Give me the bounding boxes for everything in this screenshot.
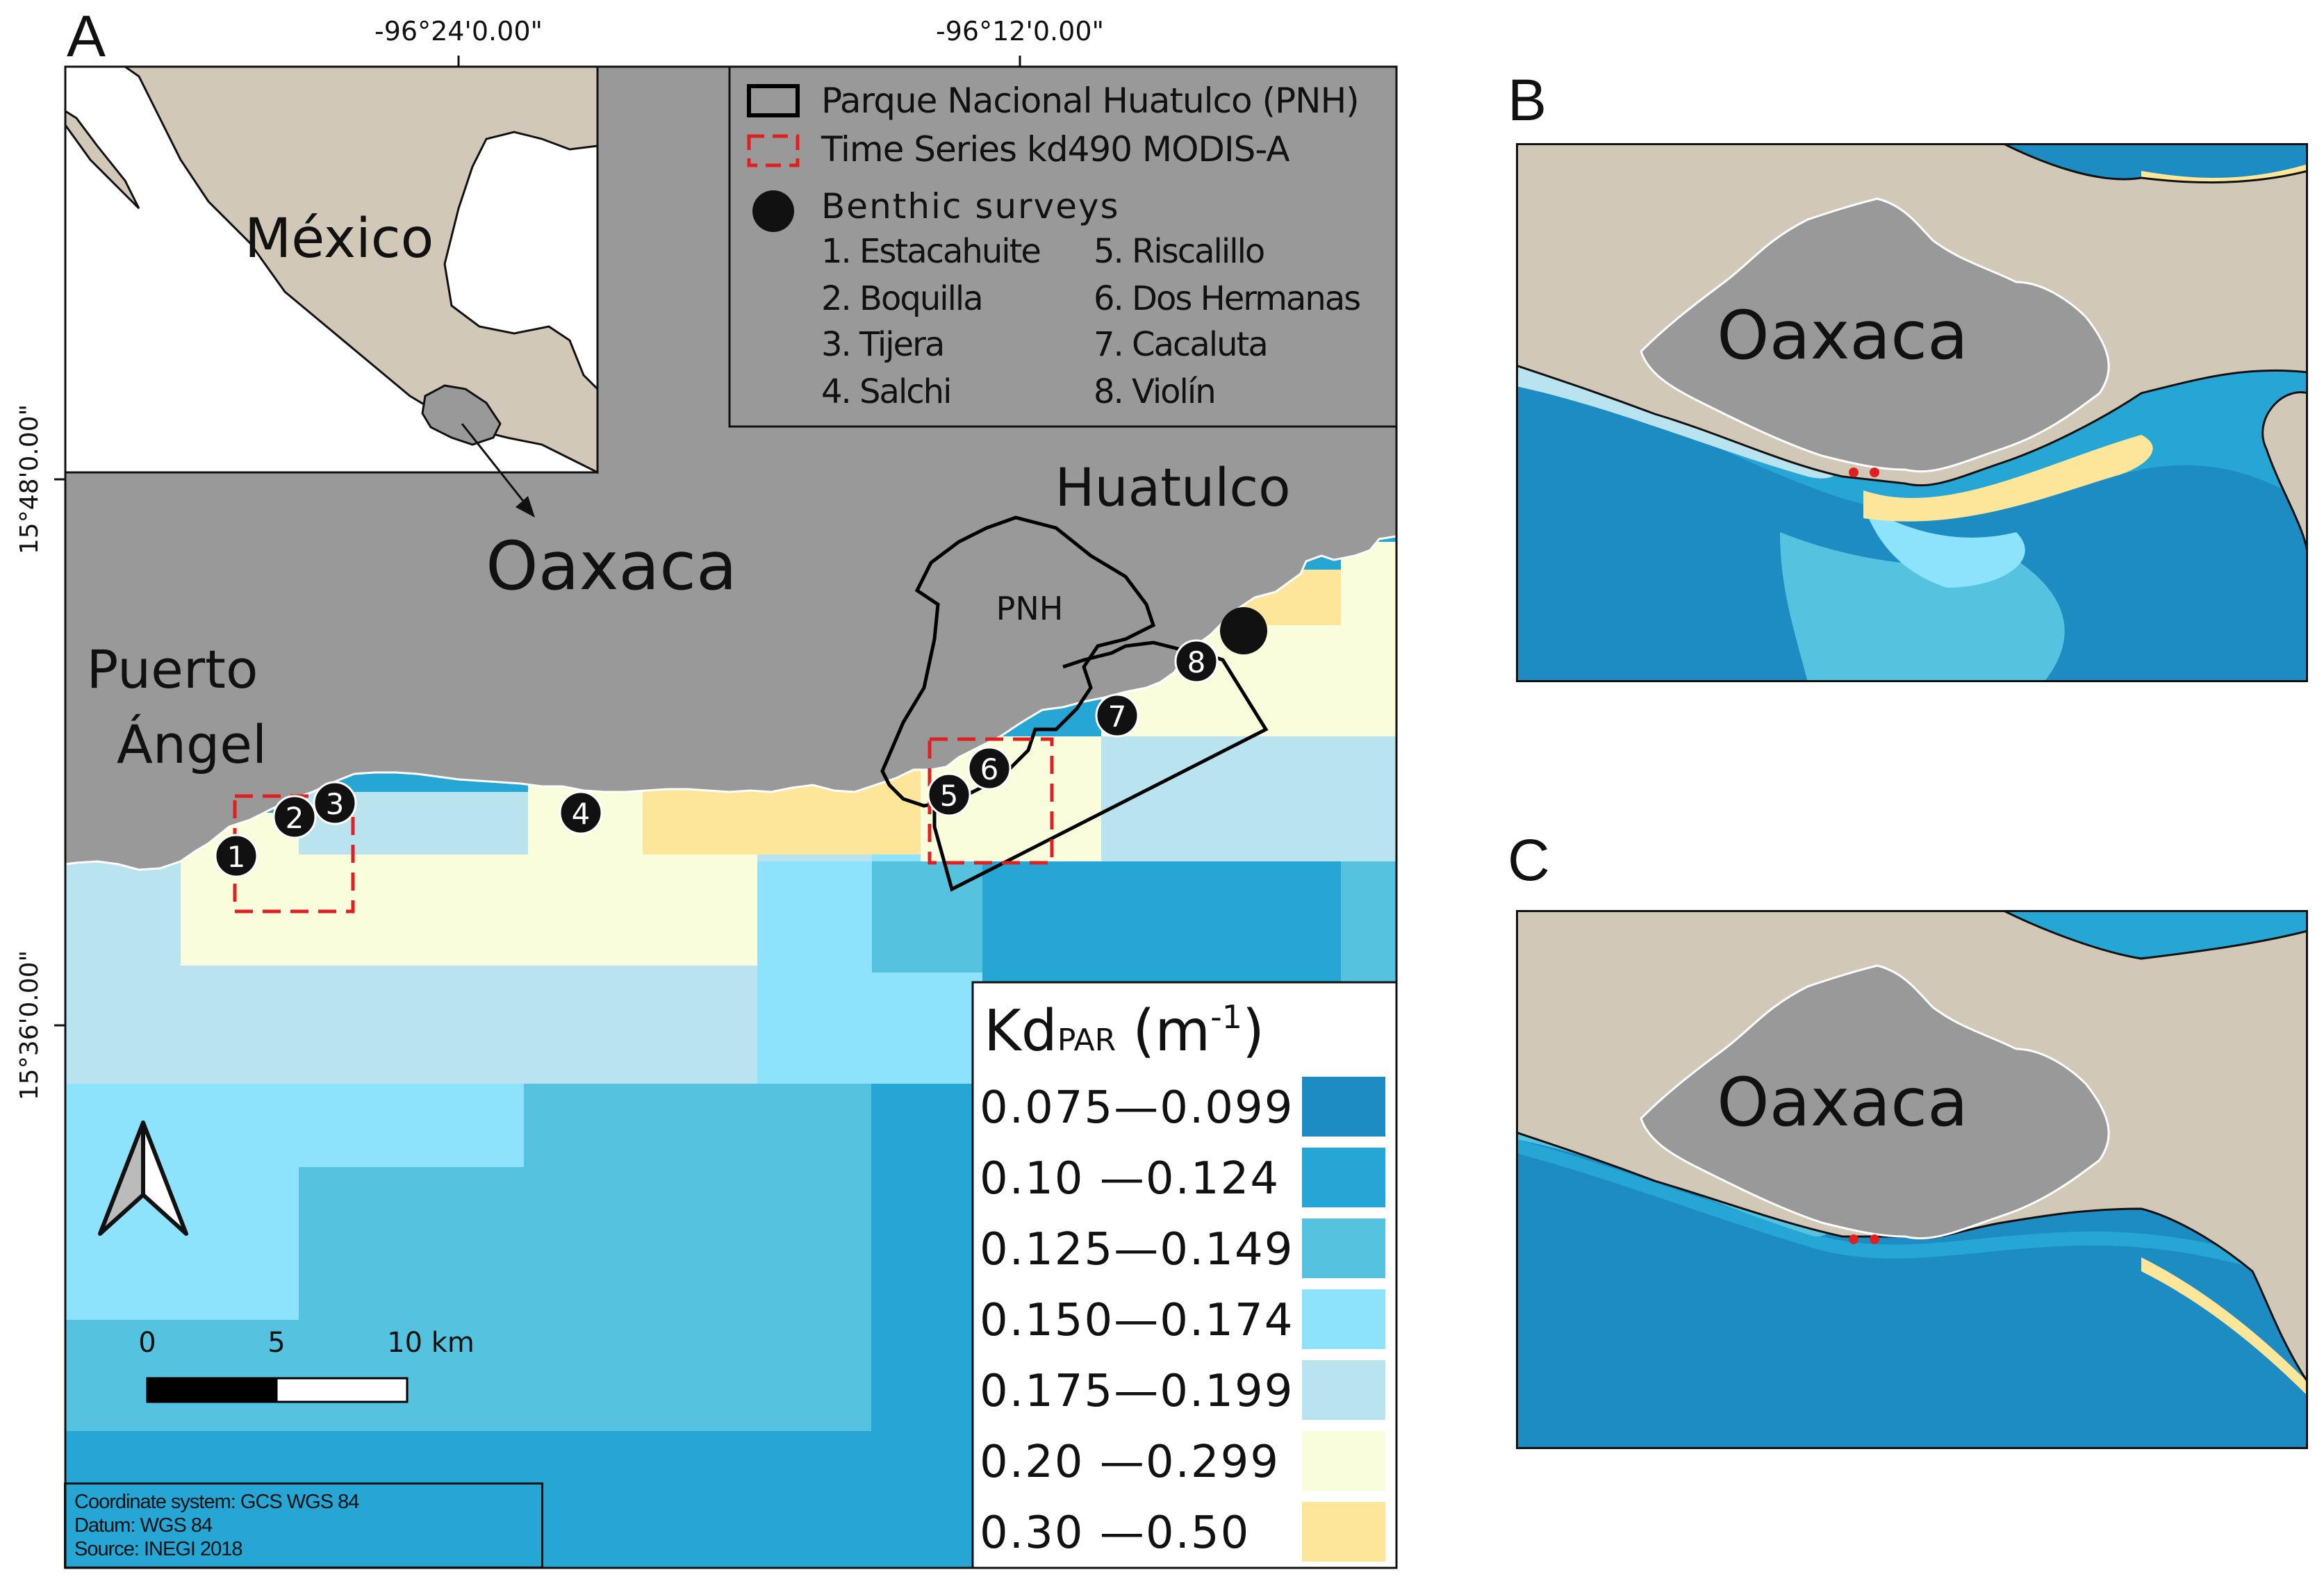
- site-marker-7: [1095, 693, 1139, 738]
- site-marker-6: [967, 746, 1012, 791]
- lon-label-2: -96°12'0.00": [936, 16, 1104, 47]
- site-label-2: 2: [286, 801, 304, 835]
- legend-site-8: 8. Violín: [1094, 372, 1215, 411]
- town-label-huatulco: Huatulco: [1055, 456, 1290, 518]
- lon-label-1: -96°24'0.00": [374, 16, 543, 47]
- panel-b-map: Oaxaca: [1516, 143, 2308, 682]
- legend-site-2: 2. Boquilla: [821, 279, 982, 318]
- site-marker-huatulco: [1220, 607, 1267, 654]
- state-label-oaxaca: Oaxaca: [486, 527, 737, 605]
- scale-bar: [146, 1377, 409, 1403]
- site-legend: [728, 65, 1398, 428]
- panel-c-map: Oaxaca: [1516, 910, 2308, 1449]
- legend-survey-symbol: [752, 190, 794, 232]
- kd-legend: [971, 981, 1398, 1569]
- site-label-1: 1: [227, 840, 246, 874]
- coord-system-text: Coordinate system: GCS WGS 84: [74, 1491, 359, 1513]
- kd-class-2: 0.10 —0.124: [980, 1153, 1280, 1205]
- site-label-8: 8: [1187, 645, 1206, 679]
- lat-label-2: 15°36'0.00": [15, 950, 44, 1100]
- site-marker-4: [559, 791, 603, 835]
- site-marker-8: [1174, 639, 1219, 684]
- inset-country-label: México: [245, 208, 434, 270]
- kd-raster: [65, 542, 1396, 1473]
- site-label-3: 3: [326, 787, 345, 821]
- site-marker-5: [927, 772, 971, 817]
- kd-legend-title: KdPAR (m-1): [984, 998, 1264, 1064]
- legend-site-6: 6. Dos Hermanas: [1094, 279, 1360, 318]
- legend-surveys-label: Benthic surveys: [821, 186, 1120, 226]
- town-label-puerto: Puerto: [87, 638, 258, 700]
- scale-tick-0: 0: [138, 1327, 156, 1359]
- kd-swatch-3: [1302, 1218, 1385, 1278]
- panel-b-state-label: Oaxaca: [1717, 297, 1968, 374]
- panel-c-letter: C: [1508, 827, 1550, 893]
- legend-site-1: 1. Estacahuite: [821, 232, 1040, 271]
- inset-map: [64, 65, 599, 518]
- site-marker-2: [272, 795, 317, 839]
- kd-swatch-1: [1302, 1077, 1385, 1136]
- legend-site-5: 5. Riscalillo: [1094, 232, 1264, 271]
- site-label-4: 4: [572, 797, 591, 831]
- legend-park-symbol: [747, 84, 800, 117]
- site-label-7: 7: [1108, 700, 1127, 734]
- site-marker-1: [214, 834, 258, 878]
- legend-site-7: 7. Cacaluta: [1094, 325, 1267, 364]
- panel-a-letter: A: [67, 3, 106, 69]
- kd-class-5: 0.175—0.199: [980, 1366, 1294, 1417]
- legend-site-4: 4. Salchi: [821, 372, 950, 411]
- site-marker-3: [313, 781, 357, 825]
- legend-park-label: Parque Nacional Huatulco (PNH): [821, 81, 1359, 121]
- datum-text: Datum: WGS 84: [74, 1514, 213, 1537]
- kd-class-7: 0.30 —0.50: [980, 1507, 1250, 1559]
- kd-swatch-6: [1302, 1431, 1385, 1491]
- kd-class-3: 0.125—0.149: [980, 1224, 1294, 1275]
- kd-class-4: 0.150—0.174: [980, 1295, 1294, 1346]
- town-label-angel: Ángel: [117, 713, 267, 775]
- kd-swatch-4: [1302, 1289, 1385, 1349]
- coordinate-info-box: Coordinate system: GCS WGS 84 Datum: WGS…: [64, 1482, 543, 1569]
- legend-timeseries-symbol: [747, 134, 800, 167]
- panel-b-letter: B: [1508, 67, 1547, 133]
- park-label-pnh: PNH: [996, 590, 1064, 627]
- site-label-5: 5: [940, 779, 959, 813]
- kd-swatch-7: [1302, 1502, 1385, 1562]
- lat-label-1: 15°48'0.00": [15, 404, 44, 554]
- legend-timeseries-label: Time Series kd490 MODIS-A: [821, 129, 1289, 170]
- kd-class-1: 0.075—0.099: [980, 1082, 1294, 1134]
- kd-swatch-2: [1302, 1148, 1385, 1207]
- north-arrow-icon: [98, 1121, 188, 1236]
- panel-c-state-label: Oaxaca: [1717, 1064, 1968, 1141]
- legend-site-3: 3. Tijera: [821, 325, 943, 364]
- source-text: Source: INEGI 2018: [74, 1538, 243, 1560]
- site-markers: [214, 607, 1267, 878]
- kd-swatch-5: [1302, 1360, 1385, 1420]
- kd-class-6: 0.20 —0.299: [980, 1437, 1280, 1488]
- site-label-6: 6: [980, 752, 999, 786]
- scale-tick-10: 10 km: [387, 1327, 475, 1359]
- scale-tick-5: 5: [267, 1327, 285, 1359]
